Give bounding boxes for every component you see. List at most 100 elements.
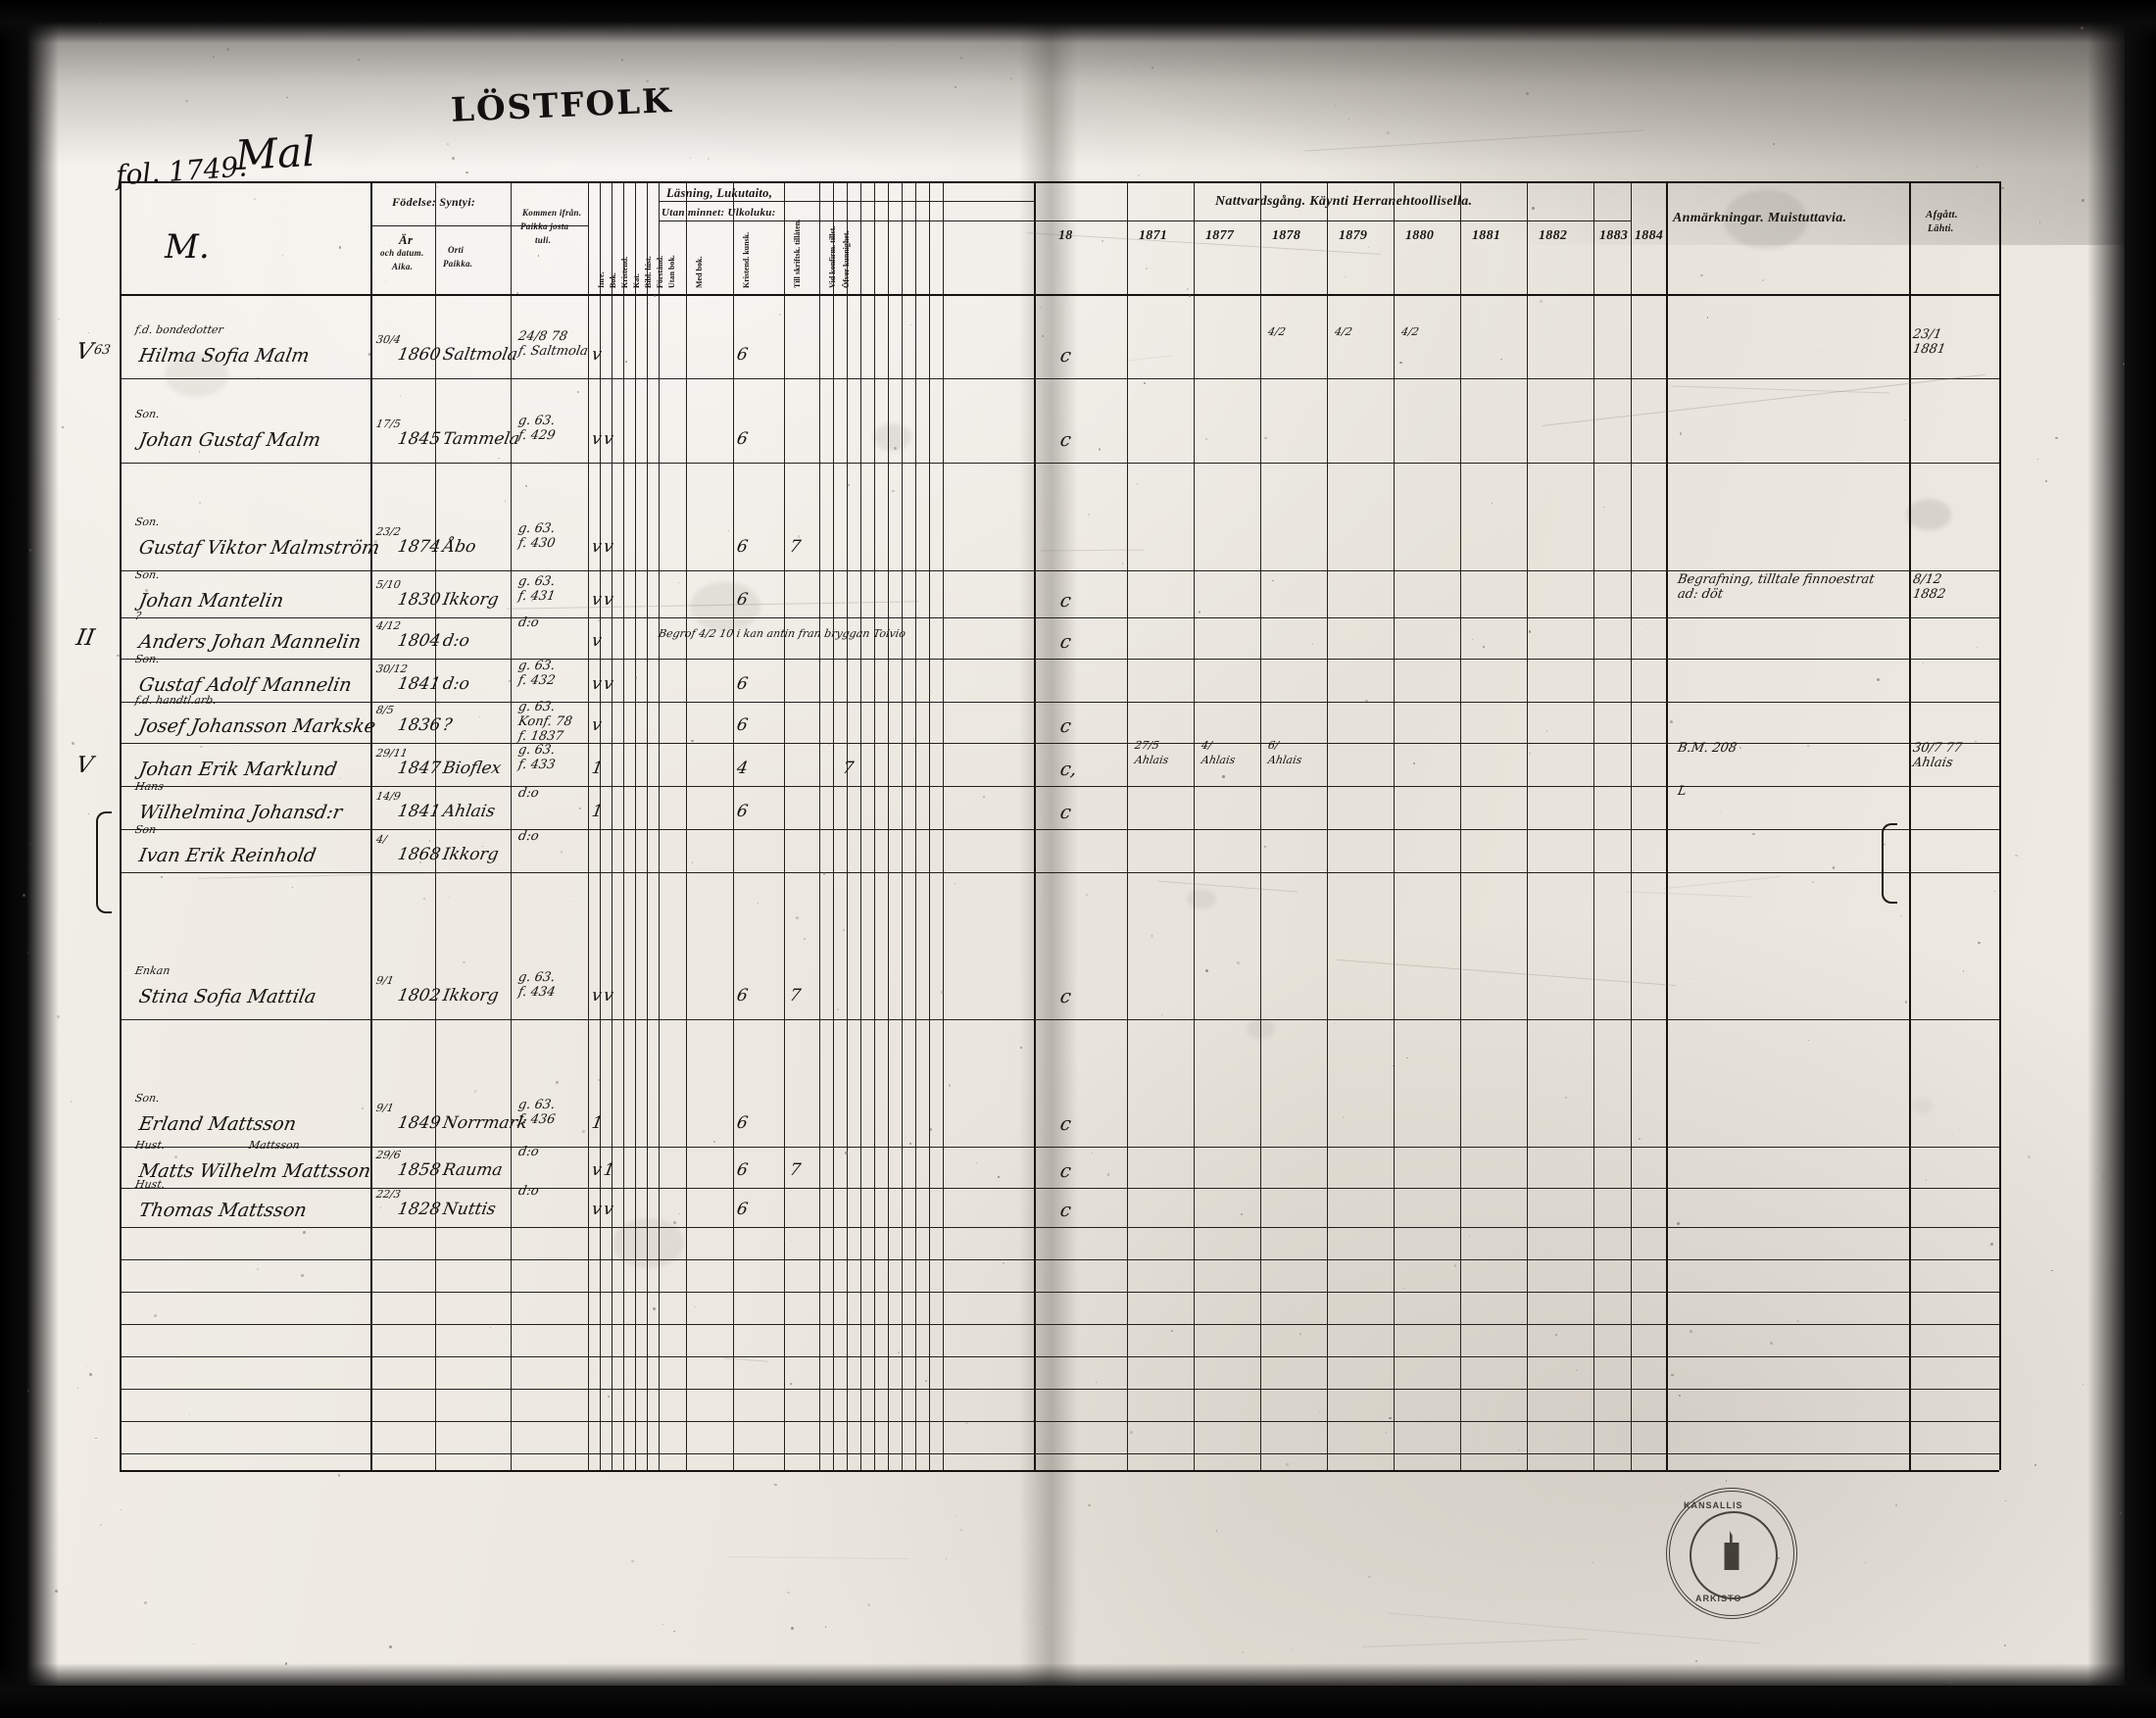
row-moved-from-7-l1: Konf. 78 [516, 714, 574, 729]
row-birth-place-1: Saltmola [441, 345, 519, 365]
scan-speckle [188, 1413, 190, 1415]
scan-speckle [30, 843, 32, 845]
scan-speckle [1161, 1667, 1163, 1669]
year-header-1884: 1884 [1635, 228, 1664, 243]
scan-speckle [790, 1383, 793, 1386]
scan-speckle [598, 1079, 600, 1081]
scan-speckle [894, 446, 898, 450]
scan-speckle [1292, 1649, 1294, 1651]
row-col2-3: v [602, 537, 615, 557]
row-col5-6: 6 [735, 674, 750, 694]
scan-speckle [153, 1313, 157, 1317]
scan-speckle [226, 48, 229, 51]
scan-speckle [1264, 436, 1268, 440]
row-remarks-4-l1: ad: döt [1676, 587, 1725, 602]
scan-speckle [787, 1591, 790, 1595]
scan-speckle [673, 1220, 676, 1224]
scan-speckle [662, 1623, 663, 1625]
scan-speckle [2102, 1175, 2105, 1178]
row-departed-4-l0: 8/12 [1911, 572, 1943, 587]
scan-speckle [431, 366, 433, 368]
row-birth-place-13: Rauma [441, 1160, 505, 1180]
scan-speckle [1272, 579, 1274, 582]
vertical-column-label-7: Med bok. [695, 256, 704, 288]
scan-speckle [876, 59, 879, 62]
scan-speckle [909, 323, 911, 325]
scan-speckle [292, 886, 294, 888]
scan-speckle [55, 1590, 59, 1593]
row-birth-date-13: 29/6 [374, 1149, 402, 1161]
scan-speckle [494, 1678, 497, 1681]
row-col1-5: v [590, 631, 604, 651]
scan-speckle [1237, 961, 1240, 964]
scan-speckle [1091, 1152, 1093, 1154]
scan-speckle [691, 861, 694, 863]
row-moved-from-1-l1: f. Saltmola [516, 344, 590, 359]
scan-speckle [1770, 1342, 1774, 1346]
scan-speckle [975, 1162, 978, 1164]
scan-speckle [1926, 1179, 1927, 1181]
scan-speckle [233, 744, 236, 747]
column-rule-33 [1631, 181, 1632, 1470]
scan-speckle [960, 1529, 962, 1532]
row-col2-14: v [602, 1200, 615, 1219]
row-name-2: Johan Gustaf Malm [137, 429, 322, 451]
scan-speckle [1519, 1448, 1521, 1450]
row-moved-from-14-l0: d:o [516, 1184, 540, 1199]
row-col5-2: 6 [735, 429, 750, 449]
row-marker-5: II [74, 625, 97, 651]
row-year-1877-8-l1: Ahlais [1200, 754, 1237, 766]
scan-speckle [1041, 334, 1044, 337]
year-header-18: 18 [1058, 228, 1073, 243]
scan-speckle [1040, 112, 1042, 114]
scan-speckle [1096, 1382, 1097, 1383]
column-rule-8 [635, 181, 636, 1470]
scan-speckle [1263, 846, 1266, 849]
scan-speckle [1690, 1330, 1692, 1333]
row-col5-12: 6 [735, 1113, 750, 1133]
scan-speckle [1334, 104, 1336, 106]
row-year-1878-1-l0: 4/2 [1266, 325, 1287, 338]
scan-speckle [86, 1366, 88, 1368]
column-rule-19 [888, 181, 889, 1470]
scan-speckle [2034, 1464, 2036, 1467]
row-departed-8-l1: Ahlais [1911, 756, 1954, 770]
scan-speckle [26, 1389, 30, 1393]
header-reading-split-1 [659, 201, 1034, 202]
scan-speckle [2036, 459, 2038, 460]
scan-blot [1905, 498, 1951, 530]
column-rule-24 [1034, 181, 1036, 1470]
row-year-1877-8-l0: 4/ [1200, 739, 1213, 752]
row-birth-place-10: Ikkorg [441, 845, 501, 864]
scan-speckle [301, 1274, 304, 1277]
column-rule-23 [943, 181, 944, 1470]
row-col5-14: 6 [735, 1200, 750, 1219]
scan-speckle [1603, 506, 1605, 508]
scan-speckle [948, 1084, 952, 1088]
scan-speckle [144, 589, 148, 592]
scan-speckle [1645, 627, 1647, 629]
scan-speckle [1385, 1431, 1387, 1433]
scan-speckle [451, 1047, 453, 1050]
scan-speckle [634, 676, 638, 679]
row-moved-from-10-l0: d:o [516, 829, 540, 844]
scan-speckle [1679, 432, 1683, 435]
column-rule-14 [819, 181, 820, 1470]
scan-speckle [286, 96, 288, 99]
row-name-4: Johan Mantelin [137, 590, 286, 612]
scan-speckle [486, 1678, 489, 1682]
scan-speckle [478, 716, 480, 718]
row-moved-from-8-l1: f. 433 [516, 758, 557, 772]
row-birth-year-2: 1845 [396, 429, 443, 449]
row-role-13: Hust. [133, 1139, 167, 1152]
scan-blot [1247, 1018, 1275, 1040]
scan-speckle [909, 1143, 911, 1145]
vertical-column-label-8: Kristend. kunsk. [742, 231, 751, 288]
scan-speckle [795, 915, 799, 919]
scan-speckle [177, 804, 179, 805]
scan-speckle [1389, 1416, 1392, 1420]
header-reading-sub: Utan minnet: Ulkoluku: [662, 207, 776, 219]
scan-speckle [1189, 295, 1192, 297]
header-moved-from-line3: tuli. [535, 235, 552, 245]
scan-speckle [924, 1379, 928, 1382]
